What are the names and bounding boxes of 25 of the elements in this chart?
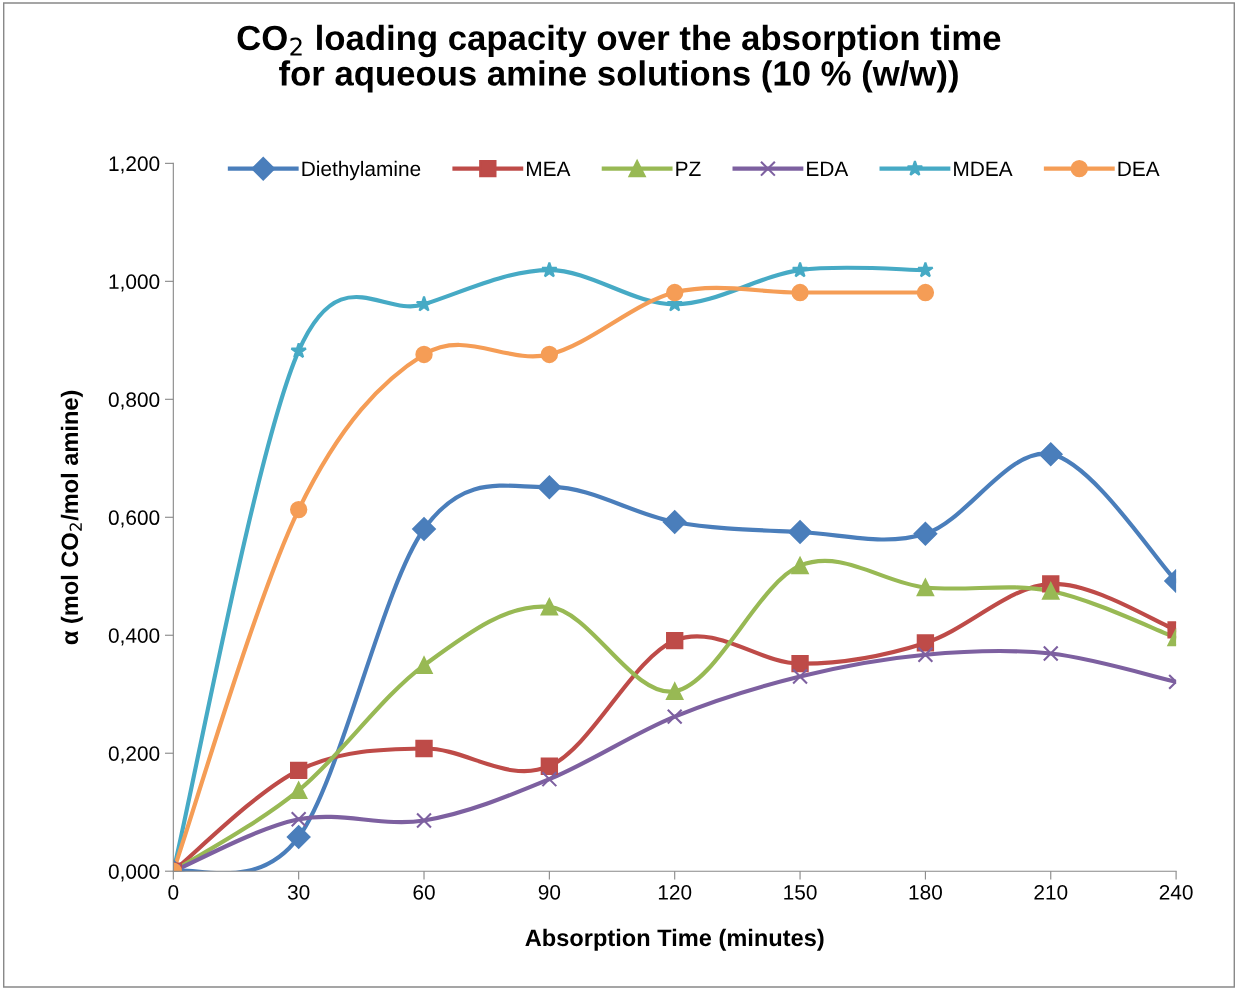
legend-label: PZ [676,161,701,176]
y-tick-label: 1,000 [109,274,160,292]
x-tick-label: 240 [1159,884,1193,900]
x-tick-label: 210 [1034,884,1068,900]
x-tick-label: 90 [538,884,561,900]
x-tick-label: 0 [168,884,179,900]
y-tick-label: 1,200 [109,156,160,174]
x-tick-label: 120 [658,884,692,900]
x-tick-label: 150 [784,884,817,900]
legend-label: DEA [1118,161,1160,176]
x-axis-title: Absorption Time (minutes) [525,928,824,951]
y-tick-label: 0,200 [108,746,160,764]
y-axis-title: α (mol CO$_{2}$/mol amine) [60,390,83,645]
chart-title: CO$_{2}$ loading capacity over the absorption time for aqueous amine solutions (10 % (w/w)) [237,24,1001,93]
x-tick-label: 180 [909,884,942,900]
y-tick-label: 0,800 [108,392,160,410]
y-tick-label: 0,600 [108,510,160,528]
legend-label: EDA [807,161,849,176]
legend-label: Diethylamine [302,160,421,181]
legend-label: MDEA [954,161,1013,176]
x-tick-label: 30 [287,884,310,900]
x-tick-label: 60 [413,884,435,900]
y-tick-label: 0,400 [108,628,160,646]
legend-label: MEA [527,161,571,176]
y-tick-label: 0,000 [108,864,160,882]
